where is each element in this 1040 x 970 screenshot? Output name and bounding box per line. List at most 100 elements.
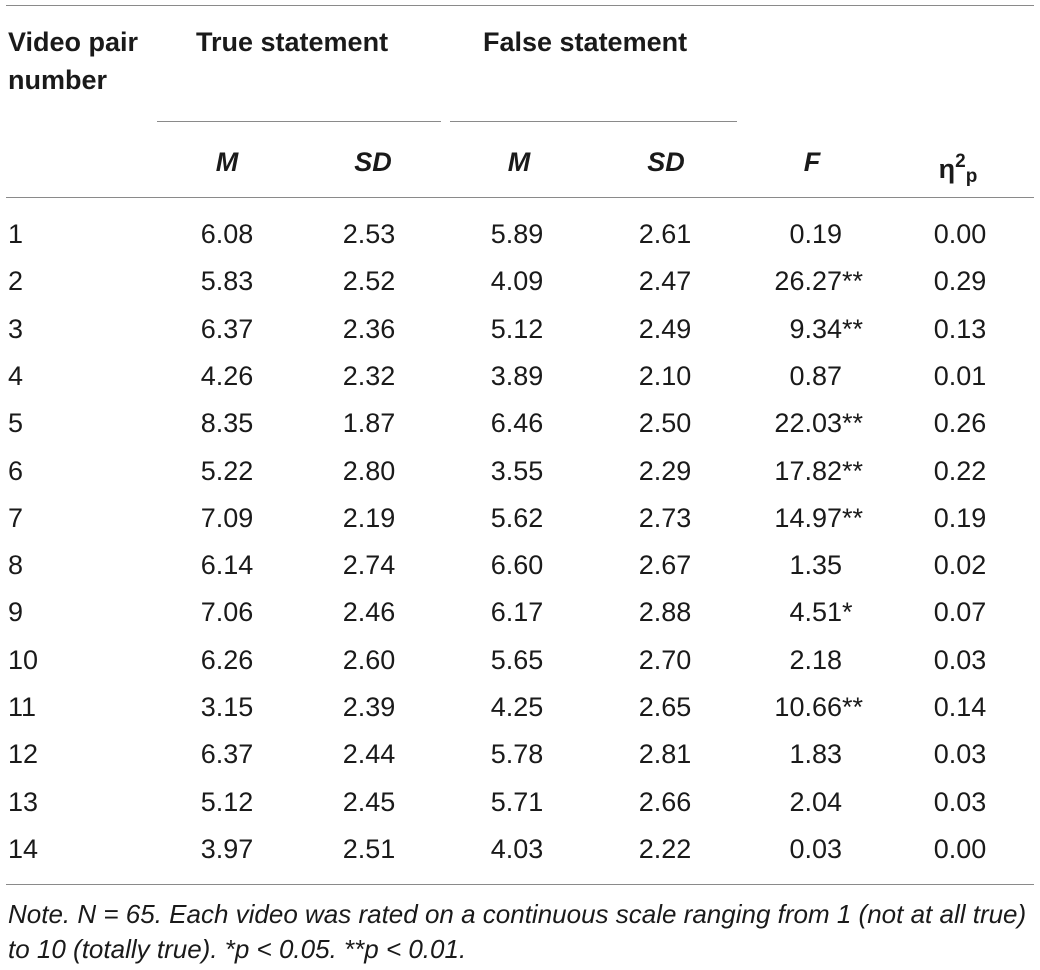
cell-video-pair: 14: [8, 833, 39, 864]
cell-true-sd: 2.45: [342, 786, 396, 817]
cell-false-sd: 2.50: [638, 408, 692, 439]
cell-false-m: 3.55: [490, 455, 544, 486]
cell-true-sd: 2.53: [342, 219, 396, 249]
false-group-rule: [450, 121, 737, 122]
cell-f: 26.27: [774, 266, 842, 297]
cell-f: 2.04: [789, 786, 842, 817]
cell-f-significance: **: [842, 692, 864, 722]
cell-true-sd: 2.60: [342, 644, 396, 675]
cell-false-m: 4.03: [490, 833, 544, 864]
bottom-rule: [6, 884, 1034, 885]
cell-video-pair: 2: [8, 266, 24, 297]
subheader-true-sd: SD: [354, 147, 392, 177]
header-true-statement: True statement: [196, 27, 389, 57]
cell-eta: 0.26: [933, 408, 987, 439]
cell-eta: 0.29: [933, 266, 987, 297]
cell-true-m: 5.83: [200, 266, 254, 297]
header-video-pair: Video pair number: [8, 26, 138, 96]
cell-video-pair: 6: [8, 455, 24, 486]
cell-false-m: 5.71: [490, 786, 544, 817]
cell-false-sd: 2.67: [638, 550, 692, 581]
cell-true-m: 5.22: [200, 455, 254, 486]
cell-true-m: 6.37: [200, 313, 254, 344]
cell-false-m: 4.25: [490, 692, 544, 722]
cell-video-pair: 5: [8, 408, 24, 439]
cell-video-pair: 7: [8, 502, 24, 533]
cell-false-sd: 2.70: [638, 644, 692, 675]
cell-false-sd: 2.22: [638, 833, 692, 864]
cell-true-m: 6.37: [200, 739, 254, 770]
cell-f-significance: **: [842, 266, 864, 297]
cell-false-sd: 2.65: [638, 692, 692, 722]
cell-eta: 0.00: [933, 219, 987, 249]
cell-f: 10.66: [774, 692, 842, 722]
header-video-pair-line1: Video pair: [8, 27, 139, 57]
subheader-eta: η2p: [939, 146, 978, 193]
eta-subscript: p: [965, 166, 978, 187]
cell-f-significance: **: [842, 313, 864, 344]
cell-f: 14.97: [774, 502, 842, 533]
cell-f: 22.03: [774, 408, 842, 439]
cell-true-m: 3.97: [200, 833, 254, 864]
cell-video-pair: 4: [8, 360, 24, 391]
cell-true-sd: 2.32: [342, 360, 396, 391]
cell-false-sd: 2.10: [638, 360, 692, 391]
cell-eta: 0.03: [933, 739, 987, 770]
cell-video-pair: 11: [8, 692, 37, 722]
cell-false-m: 3.89: [490, 360, 544, 391]
cell-false-m: 5.62: [490, 502, 544, 533]
cell-true-sd: 2.39: [342, 692, 396, 722]
cell-true-sd: 2.36: [342, 313, 396, 344]
cell-true-sd: 1.87: [342, 408, 396, 439]
cell-true-m: 5.12: [200, 786, 254, 817]
cell-false-sd: 2.81: [638, 739, 692, 770]
cell-true-m: 7.06: [200, 597, 254, 628]
cell-video-pair: 3: [8, 313, 24, 344]
cell-eta: 0.13: [933, 313, 987, 344]
cell-f: 2.18: [789, 644, 842, 675]
true-group-rule: [157, 121, 441, 122]
cell-f-significance: **: [842, 455, 864, 486]
subheader-false-m: M: [507, 147, 531, 177]
cell-eta: 0.22: [933, 455, 987, 486]
cell-true-m: 6.08: [200, 219, 254, 249]
cell-true-sd: 2.52: [342, 266, 396, 297]
cell-f: 1.35: [789, 550, 842, 581]
cell-false-m: 5.78: [490, 739, 544, 770]
table-note: Note. N = 65. Each video was rated on a …: [8, 899, 1027, 964]
cell-false-m: 5.89: [490, 219, 544, 249]
header-video-pair-line2: number: [8, 65, 108, 95]
cell-false-m: 5.12: [490, 313, 544, 344]
cell-false-sd: 2.47: [638, 266, 692, 297]
cell-eta: 0.14: [933, 692, 987, 722]
cell-false-m: 6.60: [490, 550, 544, 581]
eta-superscript: 2: [955, 151, 966, 172]
cell-false-m: 4.09: [490, 266, 544, 297]
cell-true-sd: 2.74: [342, 550, 396, 581]
cell-eta: 0.19: [933, 502, 987, 533]
top-rule: [6, 5, 1034, 6]
cell-false-m: 6.17: [490, 597, 544, 628]
cell-video-pair: 13: [8, 786, 39, 817]
cell-true-m: 8.35: [200, 408, 254, 439]
cell-false-sd: 2.66: [638, 786, 692, 817]
cell-video-pair: 10: [8, 644, 39, 675]
subheader-f: F: [803, 147, 821, 177]
cell-true-m: 3.15: [200, 692, 254, 722]
cell-true-sd: 2.46: [342, 597, 396, 628]
cell-video-pair: 9: [8, 597, 24, 628]
cell-video-pair: 8: [8, 550, 24, 581]
cell-f-significance: *: [842, 597, 853, 628]
cell-false-sd: 2.29: [638, 455, 692, 486]
cell-f: 9.34: [789, 313, 842, 344]
cell-f: 17.82: [774, 455, 842, 486]
cell-eta: 0.03: [933, 786, 987, 817]
cell-f-significance: **: [842, 502, 864, 533]
cell-f: 0.03: [789, 833, 842, 864]
cell-false-m: 6.46: [490, 408, 544, 439]
cell-eta: 0.02: [933, 550, 987, 581]
subheader-true-m: M: [215, 147, 239, 177]
cell-false-m: 5.65: [490, 644, 544, 675]
subheader-false-sd: SD: [647, 147, 685, 177]
cell-false-sd: 2.61: [638, 219, 692, 249]
